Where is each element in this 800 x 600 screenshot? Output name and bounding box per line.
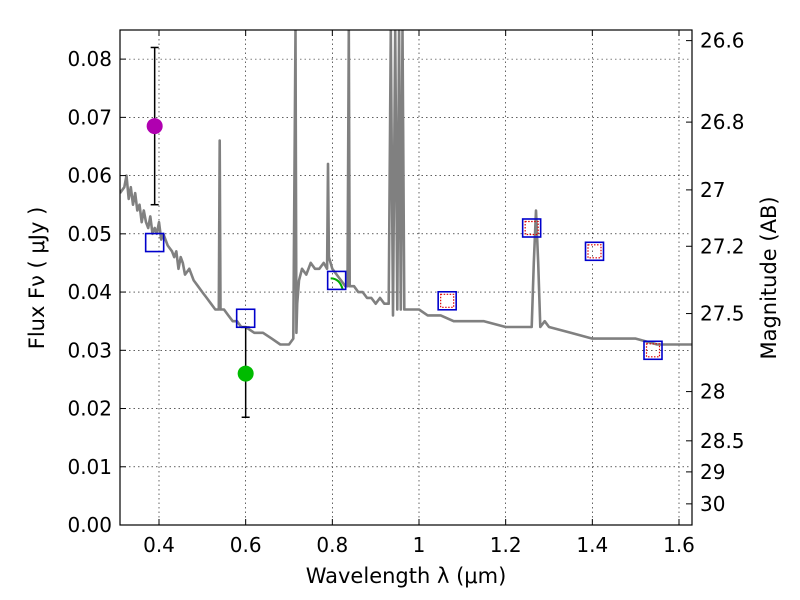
observed-nir-point: [587, 244, 602, 259]
x-tick-label: 1: [413, 533, 426, 557]
mag-tick-label: 27.2: [700, 234, 745, 258]
blue-band-detection-point: [146, 118, 163, 135]
y-tick-label: 0.02: [67, 397, 112, 421]
mag-tick-label: 27.5: [700, 302, 745, 326]
x-axis-label: Wavelength λ (μm): [306, 564, 507, 588]
x-tick-label: 1.4: [576, 533, 608, 557]
observed-nir-point: [524, 220, 539, 236]
mag-tick-label: 28: [700, 380, 725, 404]
mag-tick-label: 26.6: [700, 29, 745, 53]
y-tick-label: 0.01: [67, 455, 112, 479]
mag-tick-label: 28.5: [700, 429, 745, 453]
model-photometry-point: [521, 218, 542, 238]
model-photometry-point: [643, 340, 663, 361]
x-tick-label: 0.6: [230, 533, 262, 557]
plot-frame: [119, 29, 693, 526]
y-tick-label: 0.04: [67, 280, 112, 304]
spectrum-line: [120, 30, 692, 346]
grid: [120, 30, 692, 526]
fit-marker: [330, 277, 344, 290]
y-tick-label: 0.05: [67, 222, 112, 246]
mag-tick-label: 26.8: [700, 110, 745, 134]
right-axis-label: Magnitude (AB): [757, 196, 781, 359]
y-axis-label: Flux Fν ( μJy ): [25, 207, 49, 350]
observed-nir-point: [440, 293, 455, 308]
observed-nir-point: [645, 343, 661, 358]
y-tick-label: 0.07: [67, 105, 112, 129]
model-photometry-point: [144, 232, 165, 253]
y-tick-label: 0.03: [67, 338, 112, 362]
model-photometry-point: [326, 270, 347, 291]
x-tick-label: 1.2: [490, 533, 522, 557]
axis-ticks: 0.4 0.6 0.8 1 1.2 1.4 1.6 0.00 0.01 0.02 0.03 0.04 0…: [67, 29, 744, 557]
y-tick-label: 0.06: [67, 164, 112, 188]
mag-tick-label: 30: [700, 492, 725, 516]
mag-tick-label: 29: [700, 460, 725, 484]
x-tick-label: 0.4: [143, 533, 175, 557]
y-tick-label: 0.00: [67, 513, 112, 537]
model-photometry-point: [437, 290, 457, 311]
spectrum-layer: [120, 30, 692, 346]
red-band-detection-point: [237, 365, 254, 382]
x-tick-label: 1.6: [663, 533, 695, 557]
model-photometry-point: [235, 308, 256, 329]
mag-tick-label: 27: [700, 178, 725, 202]
x-tick-label: 0.8: [316, 533, 348, 557]
y-tick-label: 0.08: [67, 47, 112, 71]
marker-layer: [144, 46, 663, 419]
model-photometry-point: [584, 241, 605, 262]
